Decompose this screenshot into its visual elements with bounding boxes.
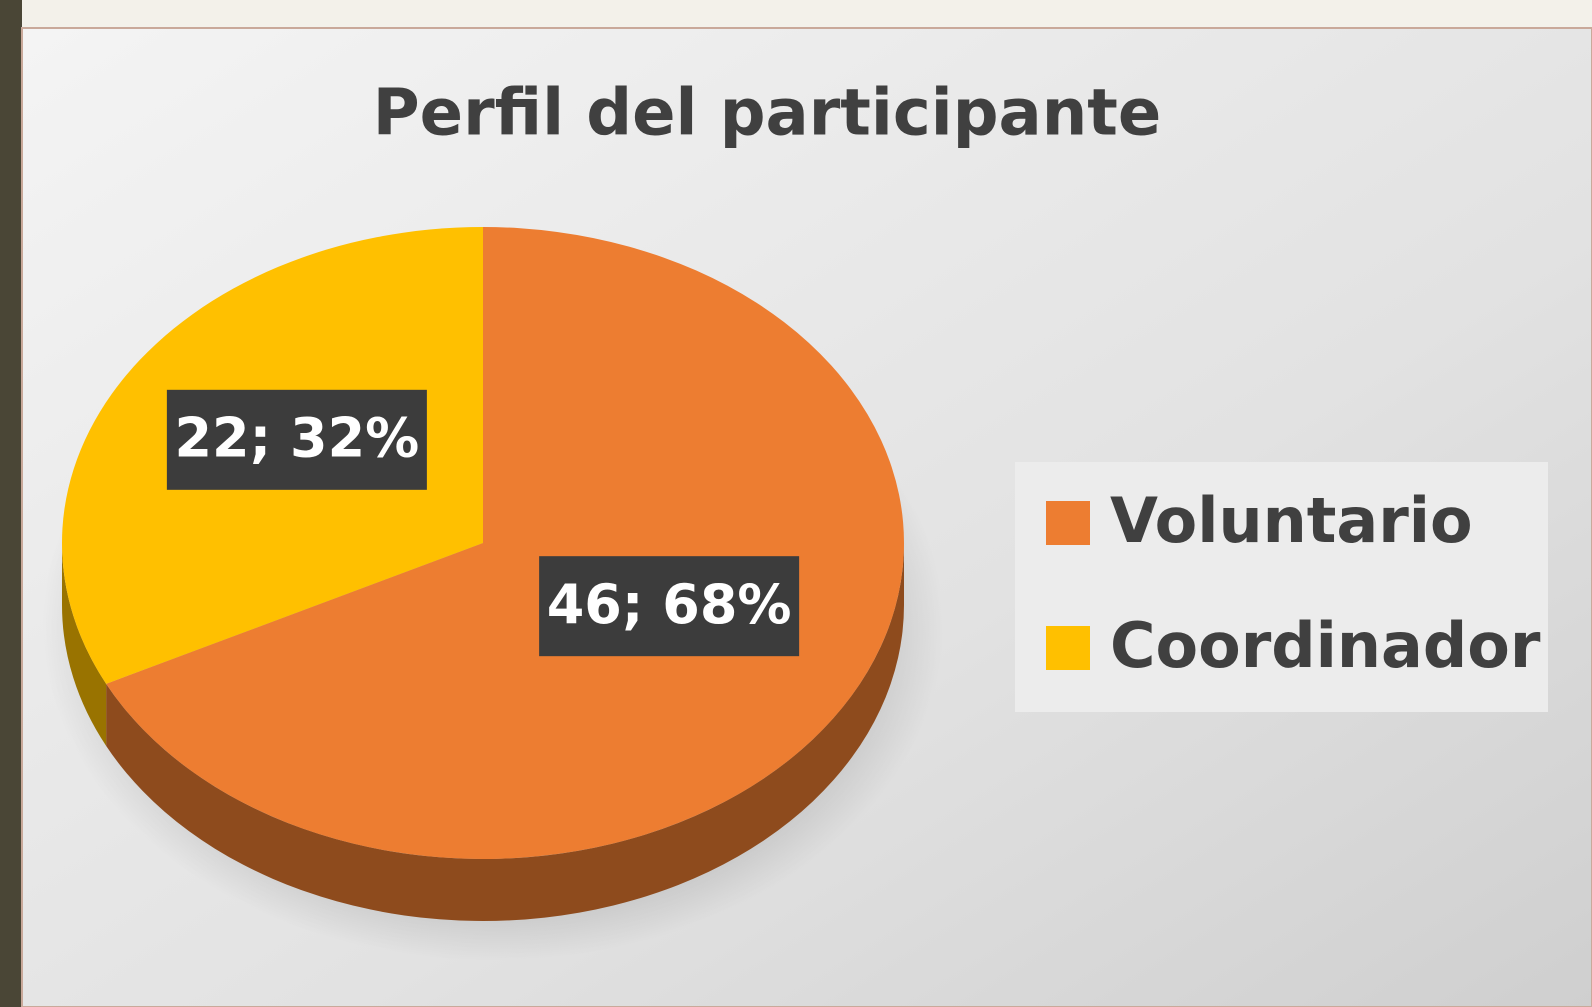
pie-plot: 46; 68% 22; 32%	[42, 227, 944, 961]
data-label: 46; 68%	[547, 573, 792, 636]
chart-title: Perfil del participante	[373, 77, 1162, 151]
legend-label: Coordinador	[1110, 609, 1541, 682]
legend-box	[1015, 462, 1548, 712]
legend-label: Voluntario	[1110, 484, 1473, 557]
pie-side	[106, 543, 905, 922]
pie-slice	[106, 227, 905, 859]
data-label-box	[539, 556, 800, 657]
page-edge	[0, 0, 22, 1007]
legend-swatch	[1046, 626, 1090, 670]
data-label-box	[166, 389, 427, 490]
pie-side	[62, 543, 107, 746]
data-label: 22; 32%	[174, 406, 419, 469]
legend-swatch	[1046, 501, 1090, 545]
